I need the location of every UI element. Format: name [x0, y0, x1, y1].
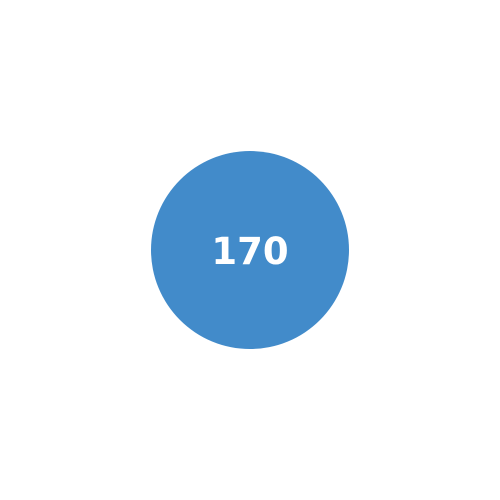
count-value: 170 [211, 229, 289, 273]
count-circle: 170 [151, 151, 349, 349]
